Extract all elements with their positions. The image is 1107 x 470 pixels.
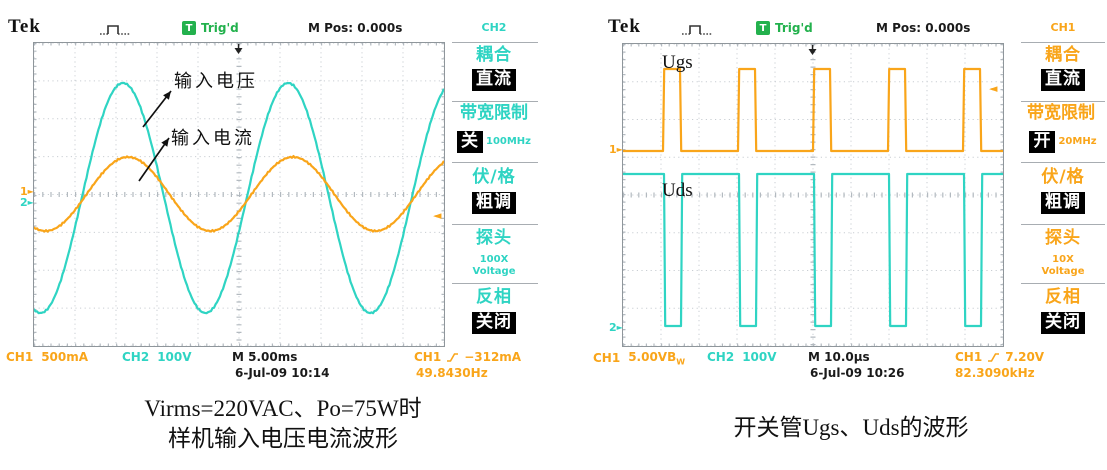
trace-ugs bbox=[623, 67, 1003, 153]
bandwidth-limit-subscript: W bbox=[676, 357, 686, 367]
menu-divider bbox=[452, 42, 538, 43]
marker-arrow-icon: ► bbox=[616, 323, 623, 332]
volts-per-div-value: 粗调 bbox=[450, 192, 538, 214]
right-scope-graticule: 1 ► 2 ► ◄ Ugs Uds bbox=[609, 43, 1004, 347]
menu-divider bbox=[452, 224, 538, 225]
ch2-scale-readout: CH2 100V bbox=[122, 350, 192, 364]
coupling-menu-label: 耦合 bbox=[1045, 45, 1081, 65]
menu-divider bbox=[1021, 101, 1105, 102]
annotation-arrowhead bbox=[161, 138, 169, 147]
annotation-ugs: Ugs bbox=[662, 52, 693, 73]
menu-divider bbox=[1021, 42, 1105, 43]
menu-divider bbox=[452, 283, 538, 284]
probe-menu-label: 探头 bbox=[476, 228, 512, 248]
coupling-menu-label: 耦合 bbox=[476, 45, 512, 65]
probe-factor: 100X bbox=[479, 254, 509, 265]
trigger-level-arrow-icon: ◄ bbox=[433, 209, 442, 222]
horizontal-position-readout: M Pos: 0.000s bbox=[876, 21, 971, 35]
volts-per-div-label: 伏/格 bbox=[1041, 167, 1085, 187]
annotation-input-current: 输入电流 bbox=[171, 128, 255, 148]
menu-divider bbox=[452, 101, 538, 102]
bandwidth-limit-label: 带宽限制 bbox=[1027, 103, 1095, 123]
rising-edge-icon bbox=[447, 352, 459, 362]
marker-arrow-icon: ► bbox=[27, 198, 34, 207]
coupling-menu-value: 直流 bbox=[450, 69, 538, 91]
bandwidth-limit-label: 带宽限制 bbox=[460, 103, 528, 123]
frequency-readout: 82.3090kHz bbox=[955, 366, 1035, 380]
probe-unit: Voltage bbox=[472, 266, 516, 277]
ch2-scale-readout: CH2 100V bbox=[707, 350, 777, 364]
left-waveform-plot bbox=[34, 43, 444, 346]
right-figure-caption: 开关管Ugs、Uds的波形 bbox=[733, 415, 969, 440]
datetime-readout: 6-Jul-09 10:14 bbox=[235, 366, 330, 380]
marker-arrow-icon: ► bbox=[27, 187, 34, 196]
trigger-readout: CH1 7.20V bbox=[955, 350, 1045, 364]
trigger-readout: CH1 −312mA bbox=[414, 350, 522, 364]
annotation-arrow bbox=[138, 137, 170, 182]
bandwidth-limit-value: 开 20MHz bbox=[1019, 131, 1107, 153]
channel2-ground-marker: 2 ► bbox=[20, 196, 34, 209]
pulse-trigger-icon bbox=[682, 25, 712, 35]
annotation-uds: Uds bbox=[662, 180, 693, 201]
frequency-readout: 49.8430Hz bbox=[416, 366, 488, 380]
trigger-status: Trig'd bbox=[775, 21, 813, 35]
menu-divider bbox=[1021, 283, 1105, 284]
probe-factor: 10X bbox=[1052, 254, 1074, 265]
probe-unit: Voltage bbox=[1041, 266, 1085, 277]
trigger-status: Trig'd bbox=[201, 21, 239, 35]
menu-channel-title: CH1 bbox=[1050, 21, 1076, 34]
tek-logo: Tek bbox=[608, 16, 641, 37]
horizontal-position-readout: M Pos: 0.000s bbox=[308, 21, 403, 35]
annotation-input-voltage: 输入电压 bbox=[174, 71, 258, 91]
trigger-badge-icon: T bbox=[182, 21, 196, 35]
bandwidth-limit-value: 关 100MHz bbox=[450, 131, 538, 153]
probe-menu-label: 探头 bbox=[1045, 228, 1081, 248]
caption-line1: Virms=220VAC、Po=75W时 bbox=[144, 396, 422, 421]
invert-menu-label: 反相 bbox=[1045, 287, 1081, 307]
trigger-position-marker-icon bbox=[808, 45, 817, 55]
invert-menu-label: 反相 bbox=[476, 287, 512, 307]
menu-divider bbox=[452, 162, 538, 163]
marker-arrow-icon: ► bbox=[616, 145, 623, 154]
menu-divider bbox=[1021, 224, 1105, 225]
menu-channel-title: CH2 bbox=[481, 21, 507, 34]
coupling-menu-value: 直流 bbox=[1019, 69, 1107, 91]
trace-input-voltage bbox=[34, 81, 444, 315]
trigger-badge-icon: T bbox=[756, 21, 770, 35]
caption-line2: 样机输入电压电流波形 bbox=[168, 426, 398, 451]
invert-menu-value: 关闭 bbox=[450, 312, 538, 334]
trace-uds bbox=[623, 172, 1003, 328]
trigger-level-arrow-icon: ◄ bbox=[989, 82, 998, 95]
trace-input-current bbox=[34, 155, 444, 233]
volts-per-div-value: 粗调 bbox=[1019, 192, 1107, 214]
channel2-ground-marker: 2 ► bbox=[609, 321, 623, 334]
invert-menu-value: 关闭 bbox=[1019, 312, 1107, 334]
timebase-readout: M 5.00ms bbox=[232, 350, 298, 364]
right-waveform-plot bbox=[623, 44, 1003, 346]
left-scope-graticule: 1 ► 2 ► ◄ 输入电压 输入电流 bbox=[20, 42, 445, 347]
rising-edge-icon bbox=[988, 352, 1000, 362]
channel1-ground-marker: 1 ► bbox=[20, 185, 34, 198]
tek-logo: Tek bbox=[8, 16, 41, 37]
channel1-ground-marker: 1 ► bbox=[609, 143, 623, 156]
annotation-arrowhead bbox=[163, 91, 171, 100]
volts-per-div-label: 伏/格 bbox=[472, 167, 516, 187]
ch1-scale-readout: CH1 5.00VBW bbox=[593, 350, 686, 367]
left-figure-caption: Virms=220VAC、Po=75W时 样机输入电压电流波形 bbox=[63, 394, 503, 454]
datetime-readout: 6-Jul-09 10:26 bbox=[810, 366, 905, 380]
ch1-scale-readout: CH1 500mA bbox=[6, 350, 89, 364]
menu-divider bbox=[1021, 162, 1105, 163]
pulse-trigger-icon bbox=[100, 25, 130, 35]
trigger-position-marker-icon bbox=[234, 44, 243, 54]
timebase-readout: M 10.0µs bbox=[808, 350, 870, 364]
